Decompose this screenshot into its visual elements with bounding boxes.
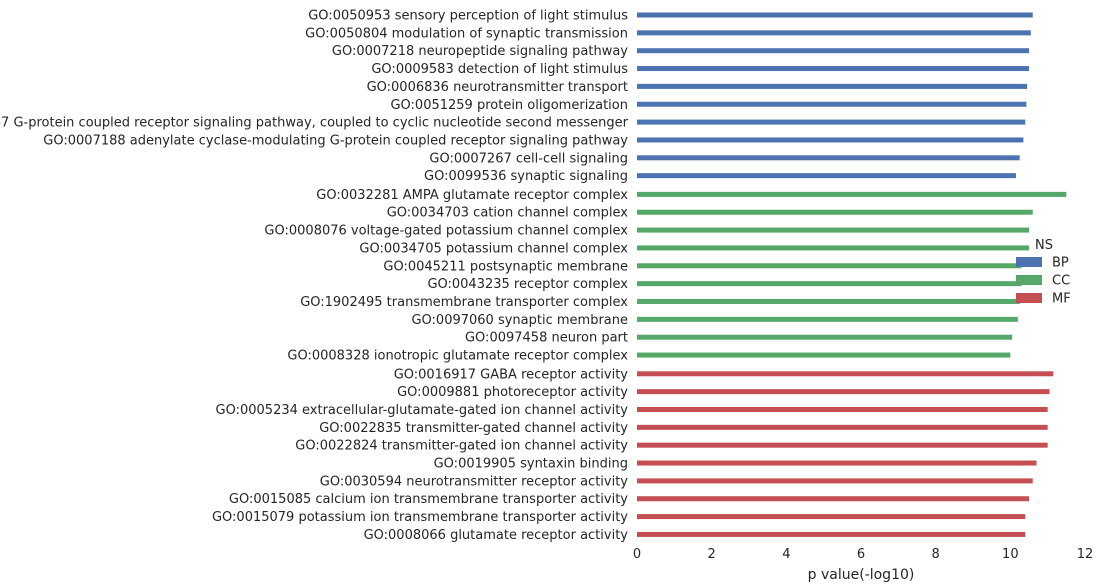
category-label: GO:0022835 transmitter-gated channel act… [319, 421, 628, 436]
category-label: GO:0050804 modulation of synaptic transm… [305, 26, 628, 41]
bar-mf-10 [637, 531, 1026, 537]
legend-label-bp: BP [1052, 256, 1069, 271]
category-label: GO:0007187 G-protein coupled receptor si… [0, 116, 629, 131]
bar-mf-6 [637, 460, 1037, 466]
x-tick-label: 10 [1002, 547, 1019, 562]
bar-bp-7 [637, 119, 1026, 125]
bar-mf-7 [637, 478, 1033, 484]
bars-group [637, 12, 1067, 537]
category-label: GO:0097458 neuron part [465, 331, 628, 346]
x-tick-label: 0 [633, 547, 641, 562]
x-tick-label: 8 [932, 547, 940, 562]
bar-mf-8 [637, 496, 1029, 502]
bar-bp-9 [637, 155, 1020, 161]
category-label: GO:1902495 transmembrane transporter com… [300, 295, 628, 310]
bar-cc-5 [637, 263, 1022, 269]
category-labels-group: GO:0050953 sensory perception of light s… [0, 9, 629, 543]
bar-cc-8 [637, 316, 1018, 322]
bar-cc-10 [637, 352, 1011, 358]
bar-cc-3 [637, 227, 1029, 233]
category-label: GO:0016917 GABA receptor activity [394, 367, 629, 382]
bar-cc-4 [637, 245, 1029, 251]
category-label: GO:0007267 cell-cell signaling [429, 151, 628, 166]
bar-mf-9 [637, 514, 1026, 520]
category-label: GO:0051259 protein oligomerization [390, 98, 628, 113]
bar-bp-2 [637, 30, 1031, 36]
category-label: GO:0007218 neuropeptide signaling pathwa… [332, 44, 628, 59]
legend-label-mf: MF [1052, 292, 1071, 307]
category-label: GO:0006836 neurotransmitter transport [367, 80, 628, 95]
category-label: GO:0009583 detection of light stimulus [371, 62, 628, 77]
bar-bp-10 [637, 173, 1016, 179]
legend-swatch-cc [1016, 275, 1042, 285]
bar-mf-4 [637, 424, 1048, 430]
x-tick-label: 12 [1077, 547, 1094, 562]
category-label: GO:0050953 sensory perception of light s… [308, 9, 628, 24]
category-label: GO:0034705 potassium channel complex [359, 241, 628, 256]
bar-cc-1 [637, 191, 1067, 197]
category-label: GO:0034703 cation channel complex [387, 206, 629, 221]
bar-bp-6 [637, 101, 1027, 107]
category-label: GO:0043235 receptor complex [427, 277, 628, 292]
bar-mf-1 [637, 371, 1054, 377]
bar-mf-3 [637, 406, 1048, 412]
category-label: GO:0015085 calcium ion transmembrane tra… [229, 492, 628, 507]
bar-bp-4 [637, 66, 1029, 72]
bar-bp-5 [637, 83, 1028, 89]
category-label: GO:0030594 neurotransmitter receptor act… [320, 474, 629, 489]
category-label: GO:0009881 photoreceptor activity [397, 385, 628, 400]
x-tick-labels-group: 0 2 4 6 8 10 12 [633, 547, 1093, 562]
category-label: GO:0045211 postsynaptic membrane [383, 259, 628, 274]
category-label: GO:0008076 voltage-gated potassium chann… [264, 224, 628, 239]
x-tick-label: 4 [782, 547, 790, 562]
category-label: GO:0097060 synaptic membrane [411, 313, 628, 328]
legend-label-cc: CC [1052, 274, 1070, 289]
legend: NS BP CC MF [1016, 238, 1071, 307]
category-label: GO:0008066 glutamate receptor activity [364, 528, 629, 543]
x-tick-label: 6 [857, 547, 865, 562]
category-label: GO:0022824 transmitter-gated ion channel… [295, 439, 628, 454]
bar-cc-6 [637, 281, 1022, 287]
x-axis-title: p value(-log10) [808, 567, 915, 583]
legend-swatch-mf [1016, 293, 1042, 303]
bar-mf-2 [637, 389, 1050, 395]
legend-swatch-bp [1016, 257, 1042, 267]
bar-mf-5 [637, 442, 1048, 448]
category-label: GO:0007188 adenylate cyclase-modulating … [43, 133, 628, 148]
bar-bp-3 [637, 48, 1029, 54]
category-label: GO:0099536 synaptic signaling [424, 169, 628, 184]
bar-cc-2 [637, 209, 1033, 215]
x-tick-label: 2 [708, 547, 716, 562]
bar-bp-1 [637, 12, 1033, 18]
category-label: GO:0032281 AMPA glutamate receptor compl… [316, 188, 628, 203]
bar-cc-7 [637, 298, 1020, 304]
category-label: GO:0019905 syntaxin binding [434, 457, 628, 472]
legend-title: NS [1035, 238, 1053, 253]
category-label: GO:0005234 extracellular-glutamate-gated… [216, 403, 629, 418]
category-label: GO:0015079 potassium ion transmembrane t… [212, 510, 628, 525]
bar-bp-8 [637, 137, 1024, 143]
bar-cc-9 [637, 334, 1013, 340]
category-label: GO:0008328 ionotropic glutamate receptor… [287, 349, 628, 364]
